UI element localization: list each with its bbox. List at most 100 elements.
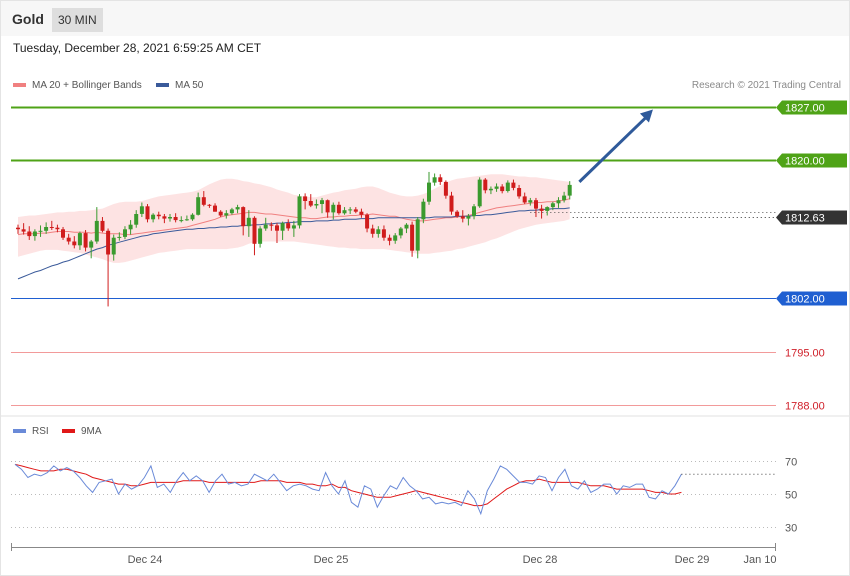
candle-body (184, 219, 189, 221)
x-axis-label: Dec 25 (314, 554, 349, 566)
level-label-4: 1795.00 (785, 348, 825, 360)
price-levels: 1827.00 1820.00 1812.63 1802.00 1795.00 1788.… (11, 100, 847, 413)
candle-body (207, 204, 212, 206)
candle (291, 220, 296, 237)
candle-body (162, 216, 167, 219)
candle (567, 181, 572, 200)
legend-ma50: MA 50 (156, 80, 203, 91)
candle (534, 197, 538, 218)
candle-body (353, 209, 358, 212)
candle (44, 222, 49, 234)
candle-body (263, 224, 268, 229)
candle (314, 199, 319, 209)
candle-body (387, 237, 392, 241)
candle (494, 183, 499, 192)
candle-body (381, 229, 386, 238)
level-tag-3 (776, 291, 847, 306)
candle-body (534, 200, 538, 209)
candle (331, 202, 336, 220)
candle (365, 213, 370, 233)
candle-body (517, 188, 522, 197)
candle (151, 213, 156, 223)
candle (246, 210, 251, 237)
candle-body (398, 228, 403, 236)
level-label-2: 1812.63 (785, 213, 825, 225)
candle-body (151, 214, 156, 220)
rsi-line (14, 463, 682, 516)
candle-body (269, 224, 274, 226)
candle-body (286, 223, 291, 229)
candle (128, 220, 133, 235)
candles (16, 171, 572, 307)
candle-body (196, 197, 201, 215)
instrument-name: Gold (12, 11, 44, 27)
candle (77, 231, 82, 250)
candle-body (297, 196, 302, 226)
candle-body (38, 230, 43, 232)
timeframe-button[interactable]: 30 MIN (52, 8, 103, 32)
candle-body (201, 197, 206, 205)
candle-body (567, 184, 572, 196)
candle-body (291, 225, 296, 229)
candle-body (348, 209, 353, 211)
rsi-panel: 70 50 30 (11, 457, 797, 535)
candle-body (224, 213, 229, 216)
candle-body (500, 186, 505, 192)
candle (410, 221, 415, 257)
candle (342, 207, 347, 215)
candle-body (106, 230, 111, 255)
candle (415, 217, 420, 259)
bollinger-band-area (18, 174, 570, 263)
candle-body (16, 227, 20, 230)
candle-body (218, 211, 223, 216)
rsi-tick-label: 30 (785, 523, 797, 535)
candle (72, 236, 77, 249)
candle (27, 226, 32, 240)
candle-body (365, 214, 370, 229)
candle (275, 223, 279, 244)
copyright-text: Research © 2021 Trading Central (691, 80, 841, 91)
candle-body (410, 224, 415, 251)
candle-body (331, 204, 336, 213)
candle (477, 177, 482, 208)
candle (393, 233, 398, 244)
level-label-3: 1802.00 (785, 294, 825, 306)
candle-body (511, 182, 516, 188)
candle-body (83, 233, 88, 248)
level-tag-1 (776, 153, 847, 168)
candle (359, 208, 364, 218)
candle (522, 192, 527, 205)
x-axis-label: Jan 10 (743, 554, 776, 566)
candle (443, 180, 448, 199)
candle (123, 226, 127, 240)
candle-body (438, 177, 443, 182)
candle (550, 201, 555, 211)
candle (16, 224, 20, 234)
candle (303, 193, 308, 210)
candle (49, 220, 54, 231)
rsi-tick-label: 50 (785, 490, 797, 502)
candle (196, 192, 201, 216)
candle-body (128, 224, 133, 230)
candle (229, 207, 234, 215)
candle-body (443, 181, 448, 196)
x-axis: Dec 24 Dec 25 Dec 28 Dec 29 Jan 10 (11, 543, 777, 566)
x-axis-label: Dec 28 (523, 554, 558, 566)
candle-body (488, 188, 493, 191)
candle-body (275, 225, 279, 231)
candle (545, 206, 550, 216)
candle (438, 174, 443, 185)
candle (449, 191, 454, 215)
candle-body (280, 223, 285, 231)
candle-body (44, 227, 49, 231)
candle-body (61, 229, 65, 238)
ma9-swatch-icon (62, 429, 75, 434)
candle (139, 202, 144, 218)
candle (241, 206, 246, 236)
candle (55, 224, 60, 233)
candle (156, 211, 161, 220)
legend-ma9-label: 9MA (81, 426, 102, 437)
candle-body (432, 177, 437, 183)
candle-body (359, 211, 364, 215)
